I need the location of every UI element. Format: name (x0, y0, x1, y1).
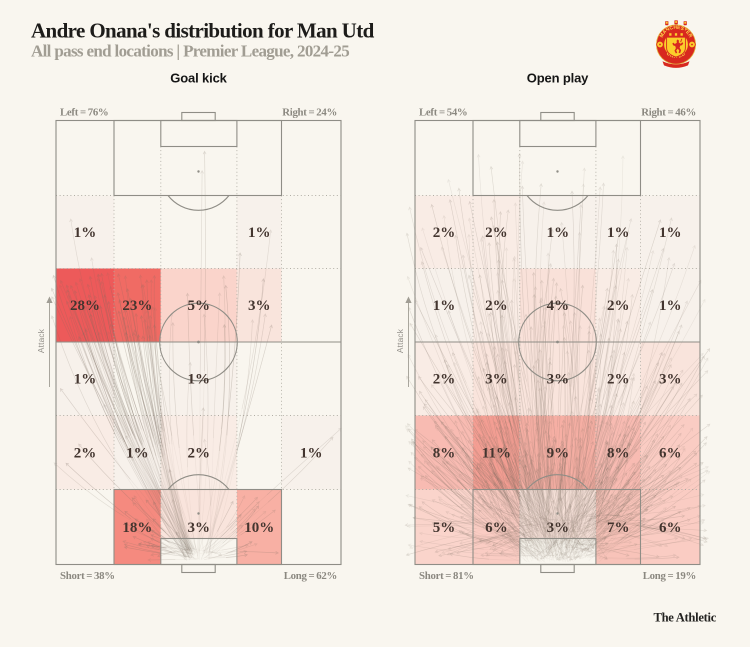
svg-text:3%: 3% (659, 372, 682, 388)
svg-text:Right = 24%: Right = 24% (282, 107, 337, 119)
svg-text:8%: 8% (607, 445, 630, 461)
svg-text:2%: 2% (485, 225, 508, 241)
svg-text:23%: 23% (122, 298, 152, 314)
svg-text:9%: 9% (547, 445, 570, 461)
svg-text:3%: 3% (485, 372, 508, 388)
svg-text:2%: 2% (607, 298, 630, 314)
svg-text:Right = 46%: Right = 46% (641, 107, 696, 119)
svg-text:6%: 6% (659, 520, 682, 536)
svg-text:Attack: Attack (36, 328, 46, 353)
svg-text:1%: 1% (126, 445, 149, 461)
svg-text:1%: 1% (188, 372, 211, 388)
svg-text:Open play: Open play (527, 71, 589, 86)
svg-text:2%: 2% (74, 445, 97, 461)
svg-text:1%: 1% (547, 225, 570, 241)
svg-text:7%: 7% (607, 520, 630, 536)
svg-text:Short = 81%: Short = 81% (419, 570, 474, 582)
svg-text:11%: 11% (482, 445, 511, 461)
svg-text:18%: 18% (122, 520, 152, 536)
svg-text:8%: 8% (433, 445, 456, 461)
svg-text:Attack: Attack (395, 328, 405, 353)
svg-text:2%: 2% (188, 445, 211, 461)
svg-text:3%: 3% (547, 520, 570, 536)
svg-text:5%: 5% (433, 520, 456, 536)
svg-text:All pass end locations | Premi: All pass end locations | Premier League,… (31, 42, 349, 61)
svg-text:Long = 62%: Long = 62% (284, 570, 337, 582)
svg-text:1%: 1% (607, 225, 630, 241)
svg-text:1%: 1% (74, 225, 97, 241)
svg-text:Short = 38%: Short = 38% (60, 570, 115, 582)
svg-text:3%: 3% (547, 372, 570, 388)
svg-text:28%: 28% (70, 298, 100, 314)
svg-text:2%: 2% (433, 372, 456, 388)
svg-text:5%: 5% (188, 298, 211, 314)
svg-text:6%: 6% (485, 520, 508, 536)
svg-text:3%: 3% (188, 520, 211, 536)
svg-text:2%: 2% (485, 298, 508, 314)
svg-text:The Athletic: The Athletic (653, 611, 716, 625)
svg-text:2%: 2% (433, 225, 456, 241)
svg-text:1%: 1% (74, 372, 97, 388)
svg-text:Andre Onana's distribution for: Andre Onana's distribution for Man Utd (31, 19, 375, 43)
svg-text:Left = 54%: Left = 54% (419, 107, 467, 119)
svg-text:1%: 1% (433, 298, 456, 314)
svg-text:3%: 3% (248, 298, 271, 314)
svg-text:2%: 2% (607, 372, 630, 388)
svg-text:1%: 1% (659, 225, 682, 241)
svg-text:4%: 4% (547, 298, 570, 314)
svg-text:1%: 1% (659, 298, 682, 314)
svg-text:1%: 1% (300, 445, 323, 461)
svg-text:Goal kick: Goal kick (170, 71, 227, 86)
svg-text:Left = 76%: Left = 76% (60, 107, 108, 119)
svg-text:Long = 19%: Long = 19% (643, 570, 696, 582)
svg-text:10%: 10% (244, 520, 274, 536)
svg-text:6%: 6% (659, 445, 682, 461)
svg-text:1%: 1% (248, 225, 271, 241)
